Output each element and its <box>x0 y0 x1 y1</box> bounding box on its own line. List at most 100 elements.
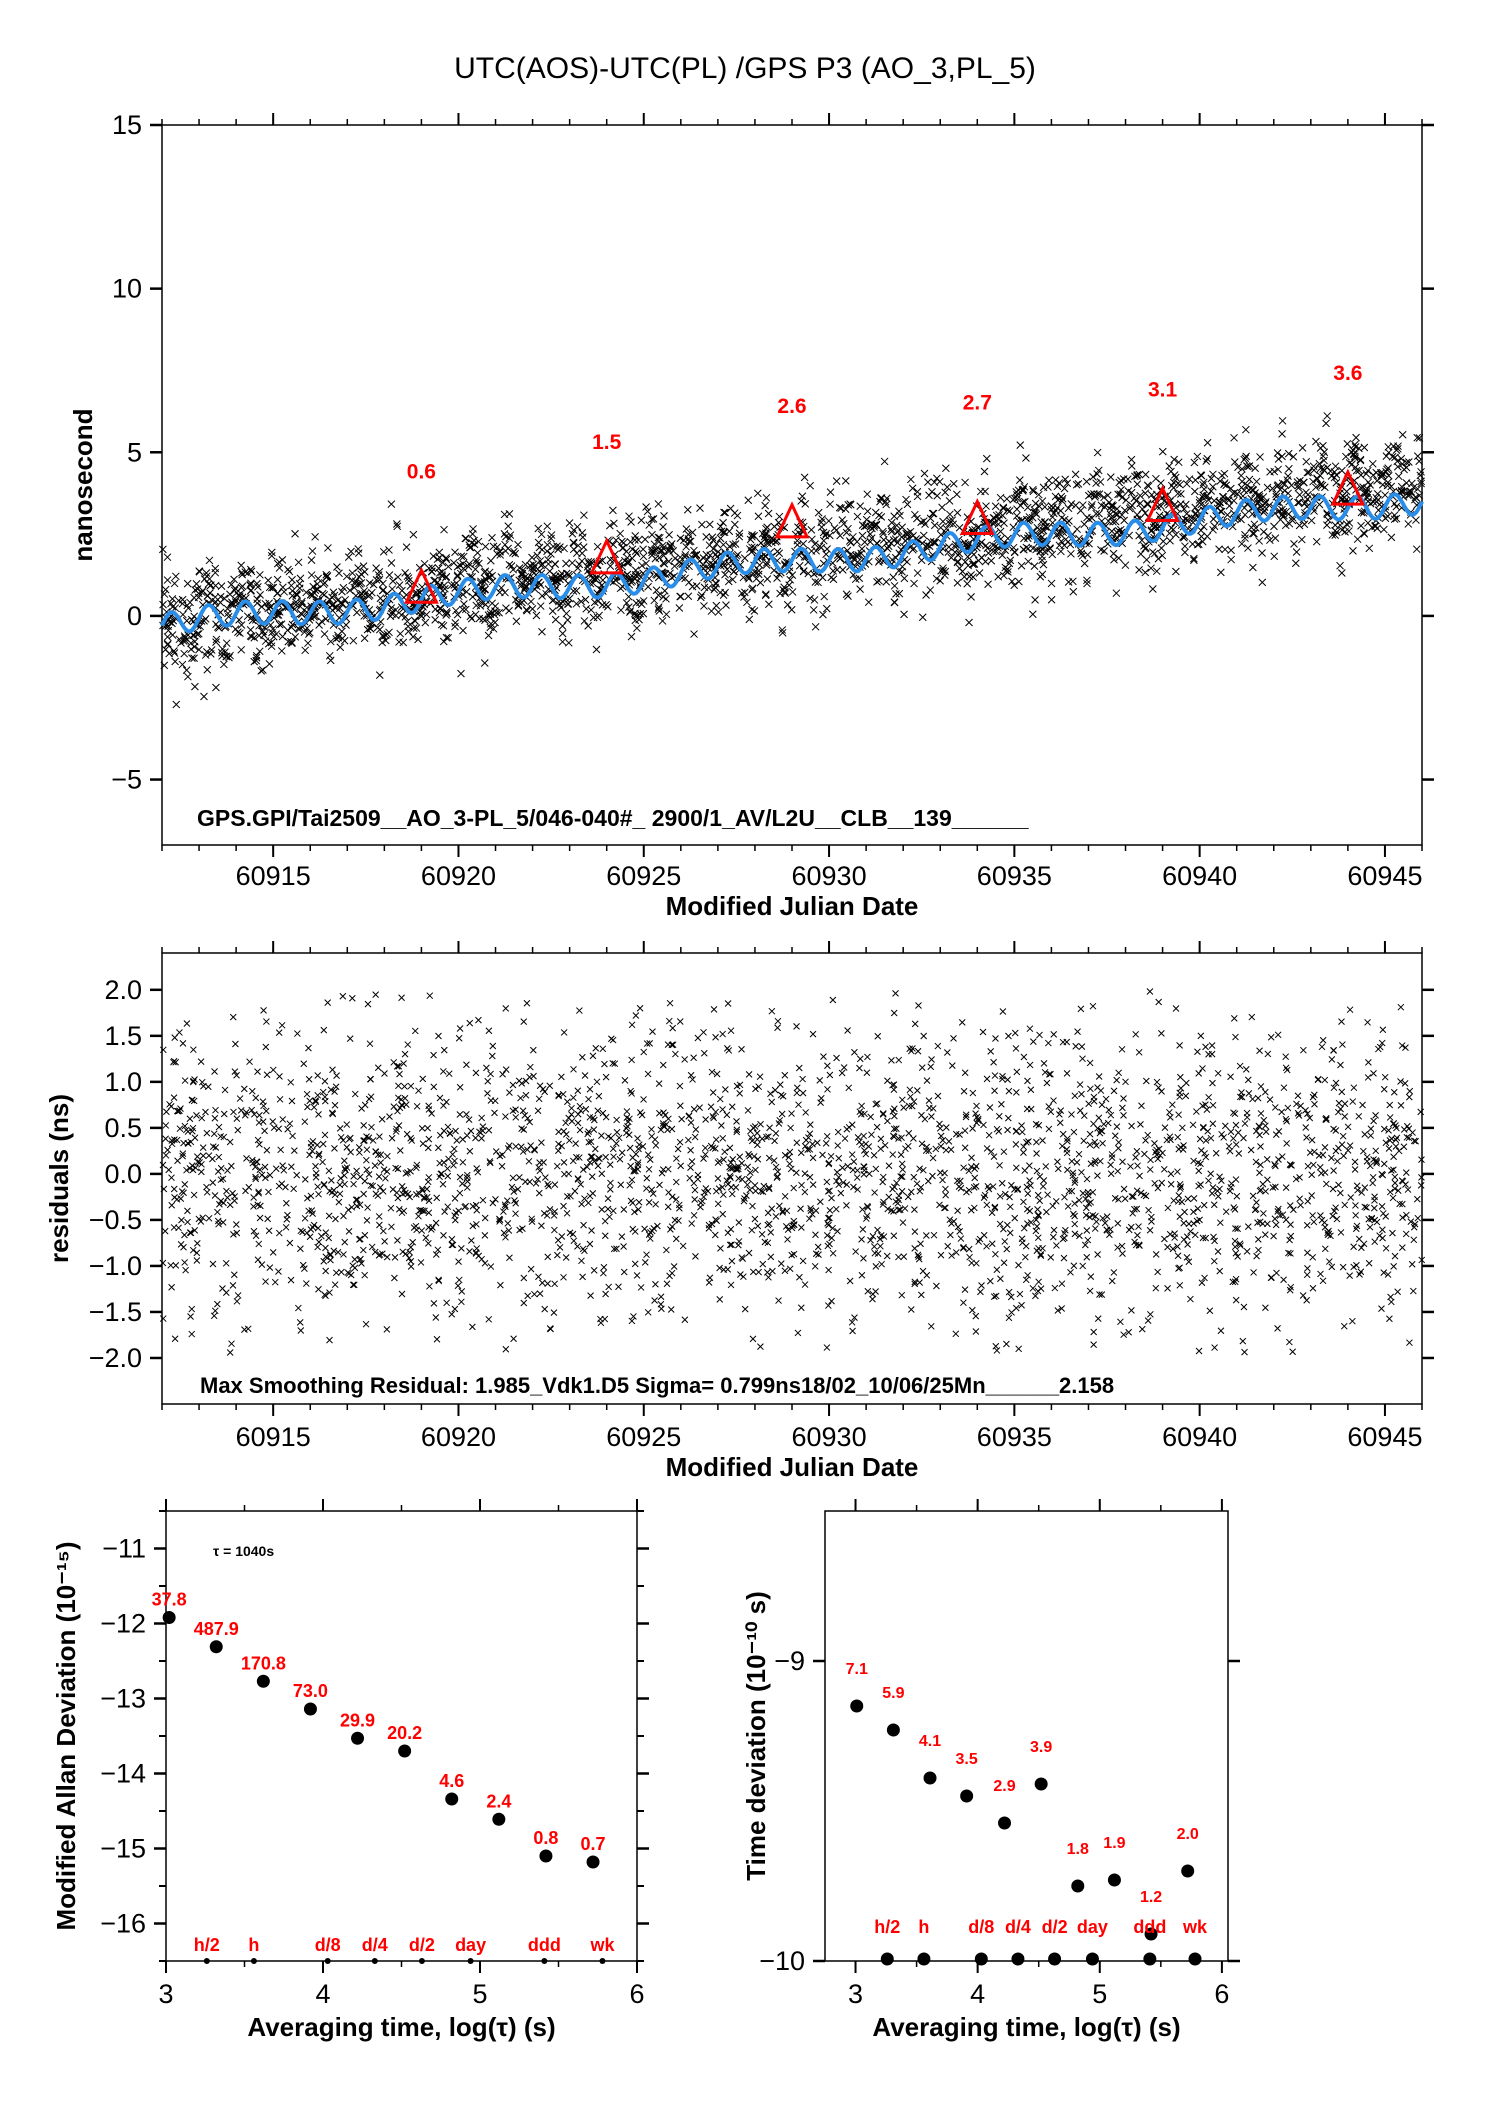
data-point <box>698 520 706 529</box>
residual-point <box>839 1164 846 1172</box>
data-point <box>862 522 871 530</box>
residual-point <box>615 1283 622 1291</box>
data-point <box>1078 501 1087 509</box>
residual-point <box>1241 1348 1248 1356</box>
residual-point <box>312 1097 319 1104</box>
residual-point <box>1120 1095 1127 1102</box>
residual-point <box>646 1039 654 1047</box>
residual-point <box>1136 1172 1143 1180</box>
data-point <box>948 516 957 525</box>
residual-point <box>1024 1220 1031 1227</box>
residual-point <box>1151 1139 1158 1147</box>
residual-point <box>1240 1134 1247 1142</box>
data-point <box>1010 494 1019 503</box>
data-point <box>1112 510 1121 519</box>
data-point <box>670 562 679 570</box>
data-point <box>492 608 501 617</box>
data-point <box>887 518 896 527</box>
residual-point <box>592 1044 600 1052</box>
residual-point <box>644 1151 652 1158</box>
residual-point <box>1154 1184 1162 1192</box>
residual-point <box>321 1131 329 1139</box>
data-point <box>733 550 742 559</box>
residual-point <box>424 1178 432 1186</box>
residual-point <box>372 991 380 998</box>
data-point <box>496 551 505 559</box>
residual-point <box>1330 1046 1338 1054</box>
residual-point <box>1129 1193 1137 1200</box>
residual-point <box>757 1343 764 1350</box>
data-point <box>1029 487 1038 496</box>
residual-point <box>448 1241 456 1249</box>
residual-point <box>259 1098 267 1105</box>
residual-point <box>1195 1347 1203 1355</box>
data-point <box>227 598 236 607</box>
residual-point <box>643 1174 651 1182</box>
residual-point <box>1275 1156 1282 1163</box>
residual-point <box>588 1153 596 1161</box>
data-point <box>642 503 650 511</box>
data-point <box>720 561 728 570</box>
residual-point <box>973 1119 980 1127</box>
data-point <box>775 512 784 521</box>
residual-point <box>331 1191 339 1199</box>
residual-point <box>990 1058 997 1066</box>
residual-point <box>1341 1113 1349 1120</box>
data-point <box>1107 502 1116 511</box>
residual-point <box>1175 1111 1182 1119</box>
data-point <box>246 579 255 588</box>
data-point <box>750 531 758 540</box>
residual-point <box>312 1162 319 1170</box>
data-point <box>385 546 393 554</box>
data-point <box>572 586 581 595</box>
residual-point <box>467 1127 475 1135</box>
data-point <box>1330 468 1339 476</box>
residual-point <box>550 1309 558 1317</box>
residual-point <box>625 1131 633 1139</box>
residual-point <box>478 1114 486 1122</box>
data-point <box>191 682 199 691</box>
data-point <box>466 543 474 552</box>
residual-point <box>1202 1137 1210 1144</box>
residual-point <box>407 1263 415 1270</box>
data-point <box>716 534 725 543</box>
data-point <box>817 518 825 527</box>
data-point <box>1316 464 1325 473</box>
data-point <box>1290 539 1298 548</box>
data-point <box>569 587 578 595</box>
residual-point <box>222 1259 230 1267</box>
data-point <box>495 608 503 617</box>
residual-point <box>763 1269 771 1276</box>
residual-point <box>676 1018 684 1025</box>
residual-point <box>1037 1252 1045 1260</box>
residual-point <box>364 1204 371 1211</box>
residual-point <box>1012 1140 1020 1148</box>
residual-point <box>1232 1141 1240 1148</box>
data-point <box>1283 476 1292 484</box>
residual-point <box>186 1165 194 1172</box>
data-point <box>283 626 292 635</box>
residual-point <box>521 1178 529 1186</box>
residual-point <box>1008 1181 1015 1189</box>
residual-point <box>521 1112 529 1119</box>
residual-point <box>159 1046 167 1054</box>
residual-point <box>457 1245 465 1252</box>
residual-point <box>1414 1214 1422 1222</box>
residual-point <box>234 1126 242 1134</box>
data-point <box>1202 457 1211 465</box>
data-point <box>703 555 712 564</box>
data-point <box>949 479 958 488</box>
data-point <box>1256 453 1264 461</box>
residual-point <box>1065 1187 1073 1195</box>
residual-point <box>647 1229 654 1236</box>
data-point <box>798 492 807 501</box>
data-point <box>631 531 640 540</box>
residual-point <box>992 1035 999 1042</box>
data-point <box>164 639 172 648</box>
data-point <box>722 601 730 610</box>
y-tick-label: 1.5 <box>104 1021 142 1051</box>
residual-point <box>484 1077 492 1085</box>
data-point <box>991 502 1000 511</box>
data-point <box>549 542 557 551</box>
data-point <box>1043 524 1052 532</box>
